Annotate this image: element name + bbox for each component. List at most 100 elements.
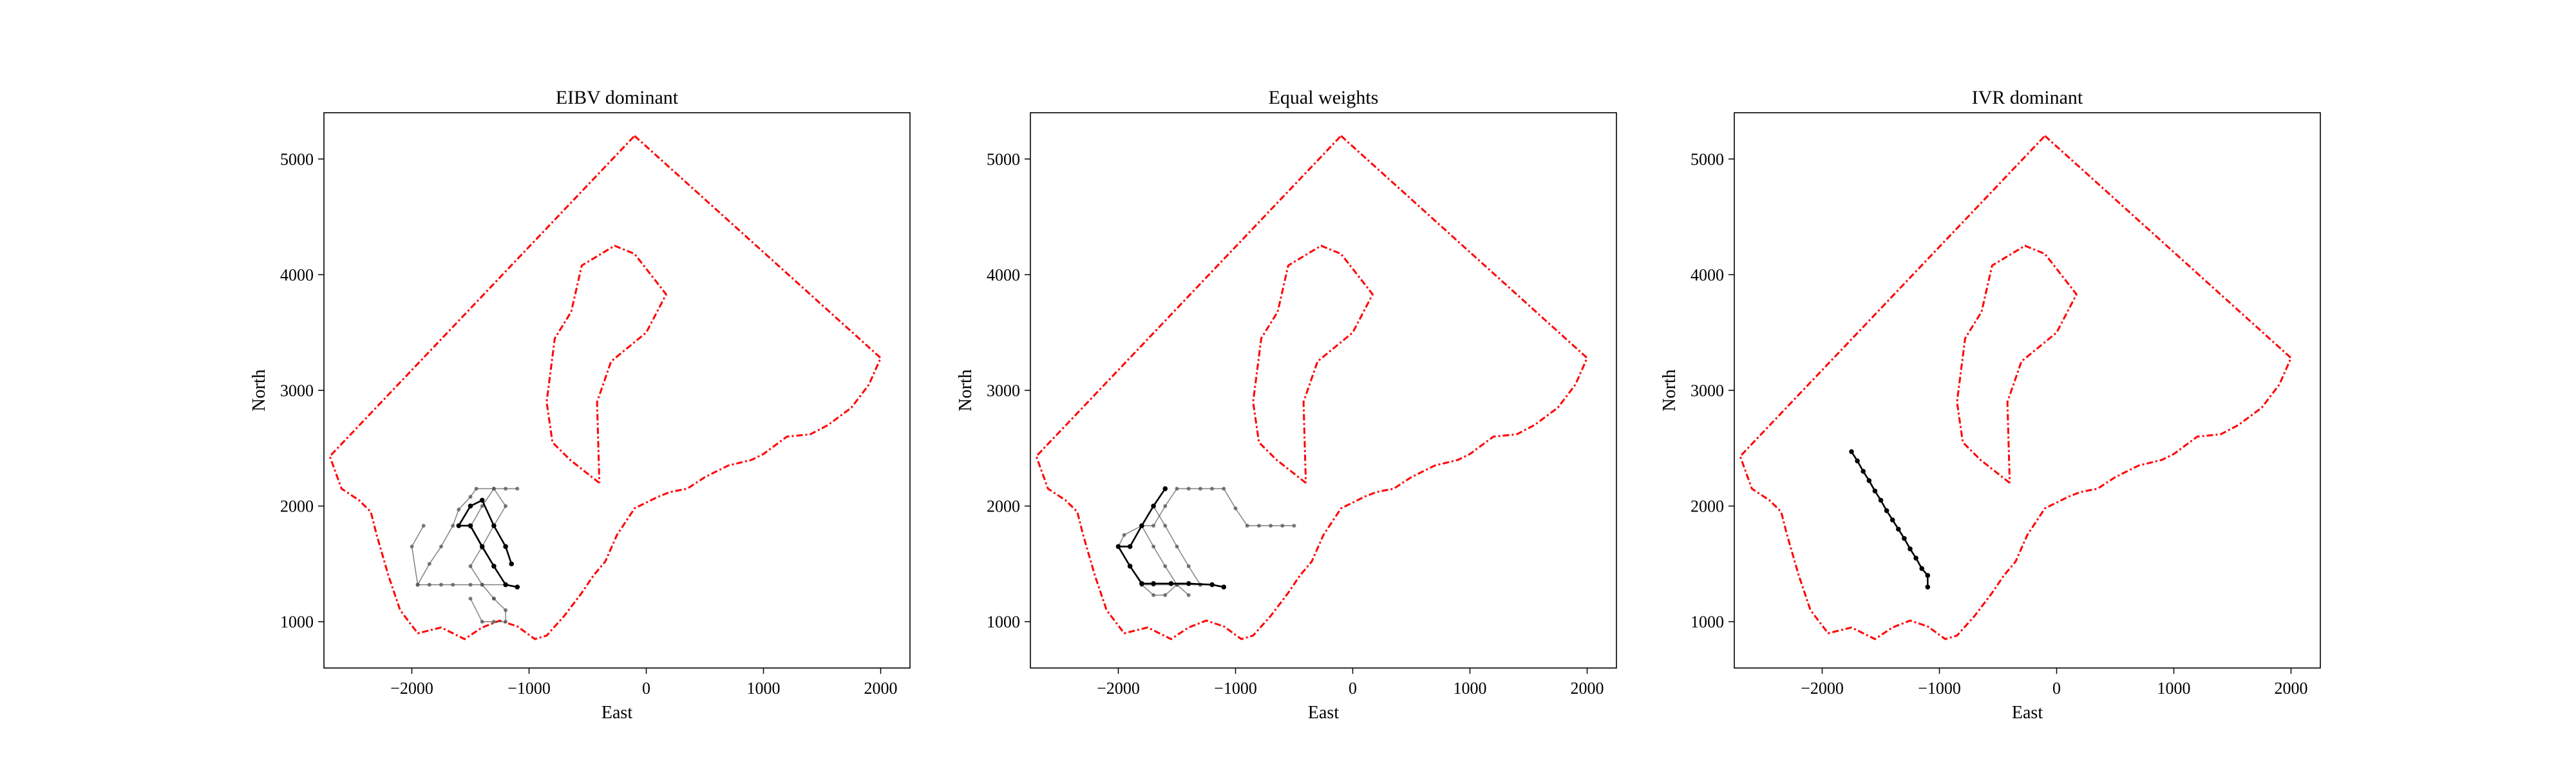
path-waypoint bbox=[1163, 564, 1168, 568]
y-axis-label: North bbox=[1660, 369, 1680, 411]
y-tick-label: 4000 bbox=[280, 265, 314, 284]
path-waypoint bbox=[480, 582, 484, 587]
subplot-2: Equal weights East North −2000 −1000 0 1000 200… bbox=[956, 87, 1617, 723]
x-tick-label: 2000 bbox=[864, 679, 898, 698]
axes-frame bbox=[1734, 112, 2321, 669]
selected-path-line bbox=[1117, 488, 1224, 588]
path-waypoint bbox=[1292, 524, 1296, 528]
path-waypoint bbox=[468, 564, 473, 568]
path-waypoint bbox=[1139, 523, 1144, 528]
path-waypoint bbox=[1163, 593, 1168, 597]
path-waypoint bbox=[491, 523, 497, 528]
path-waypoint bbox=[1163, 524, 1168, 528]
x-tick-label: −2000 bbox=[1801, 679, 1844, 698]
path-waypoint bbox=[1151, 524, 1156, 528]
path-waypoint bbox=[1878, 497, 1884, 503]
path-waypoint bbox=[1896, 526, 1901, 532]
y-tick-label: 3000 bbox=[280, 381, 314, 400]
x-axis-label: East bbox=[1308, 703, 1339, 723]
path-waypoint bbox=[1209, 582, 1215, 587]
y-axis-label: North bbox=[956, 369, 976, 411]
subplot-panels: EIBV dominant East North −2000 −1000 0 1000 200… bbox=[249, 87, 2321, 723]
path-waypoint bbox=[1122, 533, 1126, 537]
x-tick-label: −2000 bbox=[1097, 679, 1140, 698]
path-waypoint bbox=[1115, 544, 1121, 549]
inner-boundary-line bbox=[545, 245, 667, 484]
path-waypoint bbox=[1186, 486, 1191, 491]
path-waypoint bbox=[1151, 544, 1156, 549]
x-tick-label: 2000 bbox=[1571, 679, 1604, 698]
path-waypoint bbox=[509, 561, 514, 567]
path-waypoint bbox=[480, 504, 484, 508]
path-waypoint bbox=[1151, 593, 1156, 597]
y-tick-label: 2000 bbox=[280, 497, 314, 516]
y-tick-label: 3000 bbox=[987, 381, 1020, 400]
axes-frame bbox=[1030, 112, 1617, 669]
path-waypoint bbox=[1186, 593, 1191, 597]
x-tick-label: −1000 bbox=[1214, 679, 1257, 698]
path-waypoint bbox=[504, 486, 508, 491]
y-tick-label: 1000 bbox=[280, 613, 314, 631]
outer-boundary-line bbox=[1035, 135, 1588, 640]
path-waypoint bbox=[1186, 564, 1191, 568]
path-waypoint bbox=[1245, 524, 1249, 528]
path-waypoint bbox=[515, 584, 520, 590]
path-waypoint bbox=[1139, 581, 1144, 586]
plot-area bbox=[1035, 135, 1588, 640]
path-waypoint bbox=[1902, 536, 1907, 541]
path-waypoint bbox=[491, 486, 496, 491]
x-tick-label: −1000 bbox=[1918, 679, 1961, 698]
plot-area bbox=[328, 135, 882, 640]
x-tick-label: 0 bbox=[642, 679, 650, 698]
path-waypoint bbox=[1866, 478, 1872, 483]
path-waypoint bbox=[1127, 544, 1133, 549]
x-axis-label: East bbox=[2012, 703, 2043, 723]
y-tick-label: 4000 bbox=[1690, 265, 1724, 284]
path-waypoint bbox=[1168, 581, 1174, 586]
y-axis-label: North bbox=[249, 369, 269, 411]
path-waypoint bbox=[1269, 524, 1273, 528]
path-waypoint bbox=[1210, 486, 1215, 491]
path-waypoint bbox=[1175, 544, 1179, 549]
subplot-1: EIBV dominant East North −2000 −1000 0 1000 200… bbox=[249, 87, 911, 723]
subplot-title: Equal weights bbox=[1269, 87, 1379, 108]
x-tick-label: 0 bbox=[1349, 679, 1357, 698]
path-waypoint bbox=[1163, 504, 1168, 508]
path-waypoint bbox=[1186, 581, 1191, 586]
outer-boundary-line bbox=[1739, 135, 2292, 640]
candidate-path-line bbox=[469, 598, 506, 623]
path-waypoint bbox=[451, 524, 455, 528]
path-waypoint bbox=[491, 564, 497, 569]
inner-boundary-line bbox=[1252, 245, 1374, 484]
y-tick-label: 5000 bbox=[280, 150, 314, 169]
y-tick-label: 1000 bbox=[1690, 613, 1724, 631]
path-waypoint bbox=[1162, 486, 1168, 491]
path-waypoint bbox=[457, 507, 461, 511]
path-waypoint bbox=[427, 562, 431, 566]
path-waypoint bbox=[491, 620, 496, 624]
path-waypoint bbox=[504, 620, 508, 624]
path-waypoint bbox=[1151, 503, 1156, 509]
path-waypoint bbox=[1233, 506, 1238, 511]
path-waypoint bbox=[1151, 581, 1156, 586]
path-waypoint bbox=[503, 582, 508, 587]
path-waypoint bbox=[1175, 486, 1179, 491]
subplot-3: IVR dominant East North −2000 −1000 0 1000 2000… bbox=[1660, 87, 2321, 723]
path-waypoint bbox=[1925, 584, 1931, 590]
path-waypoint bbox=[1913, 555, 1918, 561]
subplot-title: EIBV dominant bbox=[556, 87, 679, 108]
path-waypoint bbox=[1925, 573, 1931, 578]
path-waypoint bbox=[1256, 524, 1261, 528]
subplot-title: IVR dominant bbox=[1972, 87, 2083, 108]
path-waypoint bbox=[1127, 564, 1133, 569]
x-tick-label: 1000 bbox=[747, 679, 781, 698]
path-waypoint bbox=[439, 544, 443, 549]
path-waypoint bbox=[1884, 508, 1889, 513]
y-tick-label: 2000 bbox=[1690, 497, 1724, 516]
plot-area bbox=[1739, 135, 2292, 640]
x-axis-label: East bbox=[601, 703, 632, 723]
path-waypoint bbox=[468, 503, 473, 509]
path-waypoint bbox=[474, 486, 478, 491]
path-waypoint bbox=[1908, 546, 1913, 551]
